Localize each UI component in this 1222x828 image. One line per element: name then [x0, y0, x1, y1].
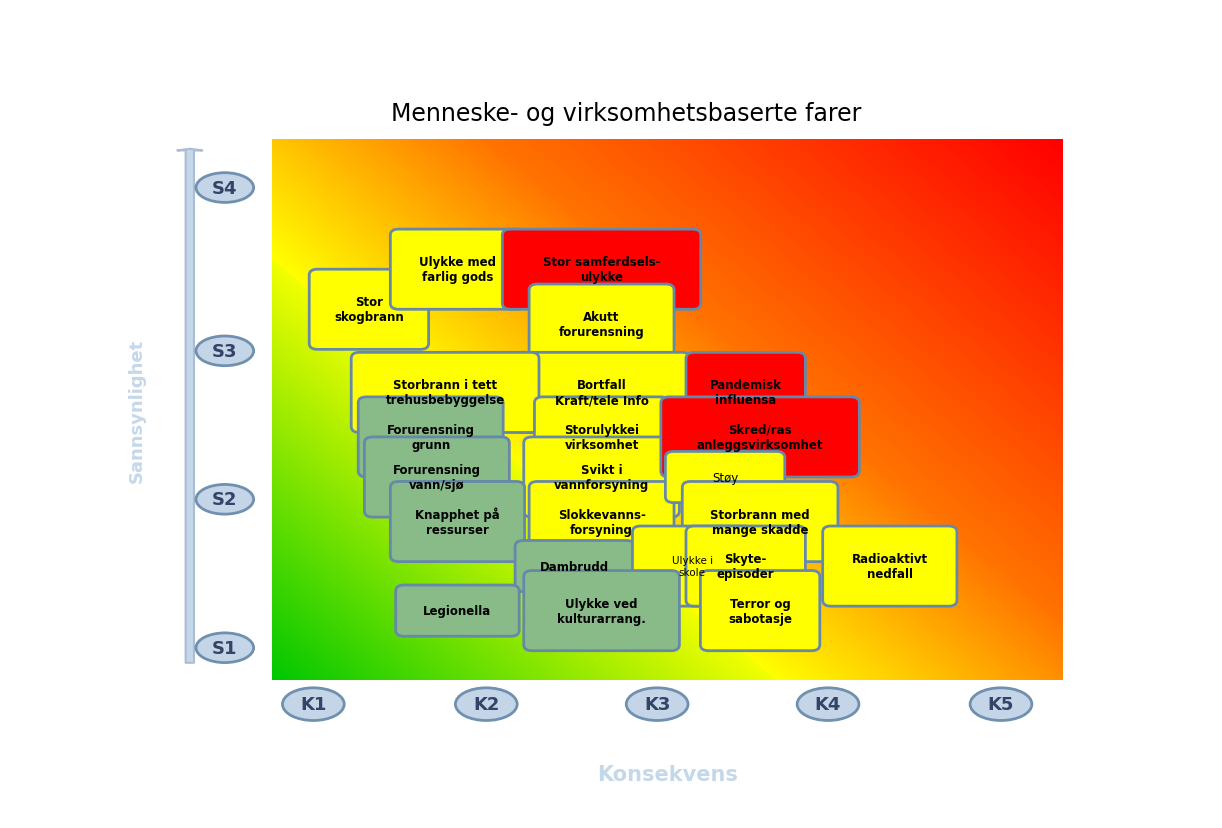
Text: Storulykkei
virksomhet: Storulykkei virksomhet [565, 423, 639, 451]
Text: K1: K1 [301, 696, 326, 713]
FancyBboxPatch shape [390, 230, 524, 310]
Text: K2: K2 [473, 696, 500, 713]
Text: Storbrann med
mange skadde: Storbrann med mange skadde [710, 508, 810, 536]
Text: Dambrudd: Dambrudd [540, 560, 610, 573]
Text: Forurensning
vann/sjø: Forurensning vann/sjø [392, 464, 481, 492]
Text: S4: S4 [213, 180, 237, 197]
FancyBboxPatch shape [529, 482, 675, 562]
Text: K5: K5 [987, 696, 1014, 713]
Text: Bortfall
Kraft/tele Info: Bortfall Kraft/tele Info [555, 379, 649, 407]
FancyBboxPatch shape [822, 527, 957, 606]
FancyBboxPatch shape [513, 353, 690, 433]
FancyBboxPatch shape [309, 270, 429, 350]
Text: Skred/ras
anleggsvirksomhet: Skred/ras anleggsvirksomhet [697, 423, 824, 451]
Text: Storbrann i tett
trehusbebyggelse: Storbrann i tett trehusbebyggelse [385, 379, 505, 407]
FancyBboxPatch shape [682, 482, 838, 562]
FancyBboxPatch shape [661, 397, 859, 478]
Ellipse shape [797, 688, 859, 720]
Text: Menneske- og virksomhetsbaserte farer: Menneske- og virksomhetsbaserte farer [391, 102, 862, 126]
FancyBboxPatch shape [358, 397, 503, 478]
FancyBboxPatch shape [529, 285, 675, 365]
Text: Skyte-
episoder: Skyte- episoder [717, 552, 775, 580]
Text: Svikt i
vannforsyning: Svikt i vannforsyning [554, 464, 649, 492]
Ellipse shape [970, 688, 1031, 720]
Text: Konsekvens: Konsekvens [598, 764, 738, 784]
Ellipse shape [282, 688, 345, 720]
Text: Slokkevanns-
forsyning: Slokkevanns- forsyning [557, 508, 645, 536]
Text: S2: S2 [213, 491, 237, 508]
FancyBboxPatch shape [534, 397, 668, 478]
Text: Sannsynlighet: Sannsynlighet [127, 339, 145, 483]
Text: Akutt
forurensning: Akutt forurensning [558, 310, 644, 339]
Text: Ulykke i
skole: Ulykke i skole [672, 556, 712, 577]
Ellipse shape [196, 485, 254, 514]
Text: Legionella: Legionella [423, 604, 491, 618]
Text: Pandemisk
influensa: Pandemisk influensa [710, 379, 782, 407]
Ellipse shape [627, 688, 688, 720]
FancyBboxPatch shape [351, 353, 539, 433]
FancyBboxPatch shape [502, 230, 700, 310]
Text: Knapphet på
ressurser: Knapphet på ressurser [415, 508, 500, 537]
FancyBboxPatch shape [516, 541, 634, 592]
FancyBboxPatch shape [686, 353, 805, 433]
Ellipse shape [196, 174, 254, 203]
FancyBboxPatch shape [700, 570, 820, 651]
Ellipse shape [196, 337, 254, 366]
Ellipse shape [196, 633, 254, 662]
Text: Radioaktivt
nedfall: Radioaktivt nedfall [852, 552, 927, 580]
Text: K3: K3 [644, 696, 671, 713]
Text: Støy: Støy [712, 471, 738, 484]
FancyBboxPatch shape [524, 437, 679, 518]
Text: Terror og
sabotasje: Terror og sabotasje [728, 597, 792, 625]
FancyBboxPatch shape [396, 585, 519, 637]
Text: Stor samferdsels-
ulykke: Stor samferdsels- ulykke [543, 256, 660, 284]
FancyBboxPatch shape [686, 527, 805, 606]
Text: Stor
skogbrann: Stor skogbrann [334, 296, 403, 324]
Text: Ulykke ved
kulturarrang.: Ulykke ved kulturarrang. [557, 597, 646, 625]
FancyBboxPatch shape [666, 452, 785, 503]
FancyBboxPatch shape [364, 437, 510, 518]
Text: S3: S3 [213, 343, 237, 360]
FancyBboxPatch shape [390, 482, 524, 562]
Text: Ulykke med
farlig gods: Ulykke med farlig gods [419, 256, 496, 284]
Text: K4: K4 [815, 696, 841, 713]
FancyBboxPatch shape [633, 527, 752, 606]
Ellipse shape [456, 688, 517, 720]
FancyBboxPatch shape [524, 570, 679, 651]
Text: S1: S1 [213, 639, 237, 657]
Text: Forurensning
grunn: Forurensning grunn [386, 423, 474, 451]
